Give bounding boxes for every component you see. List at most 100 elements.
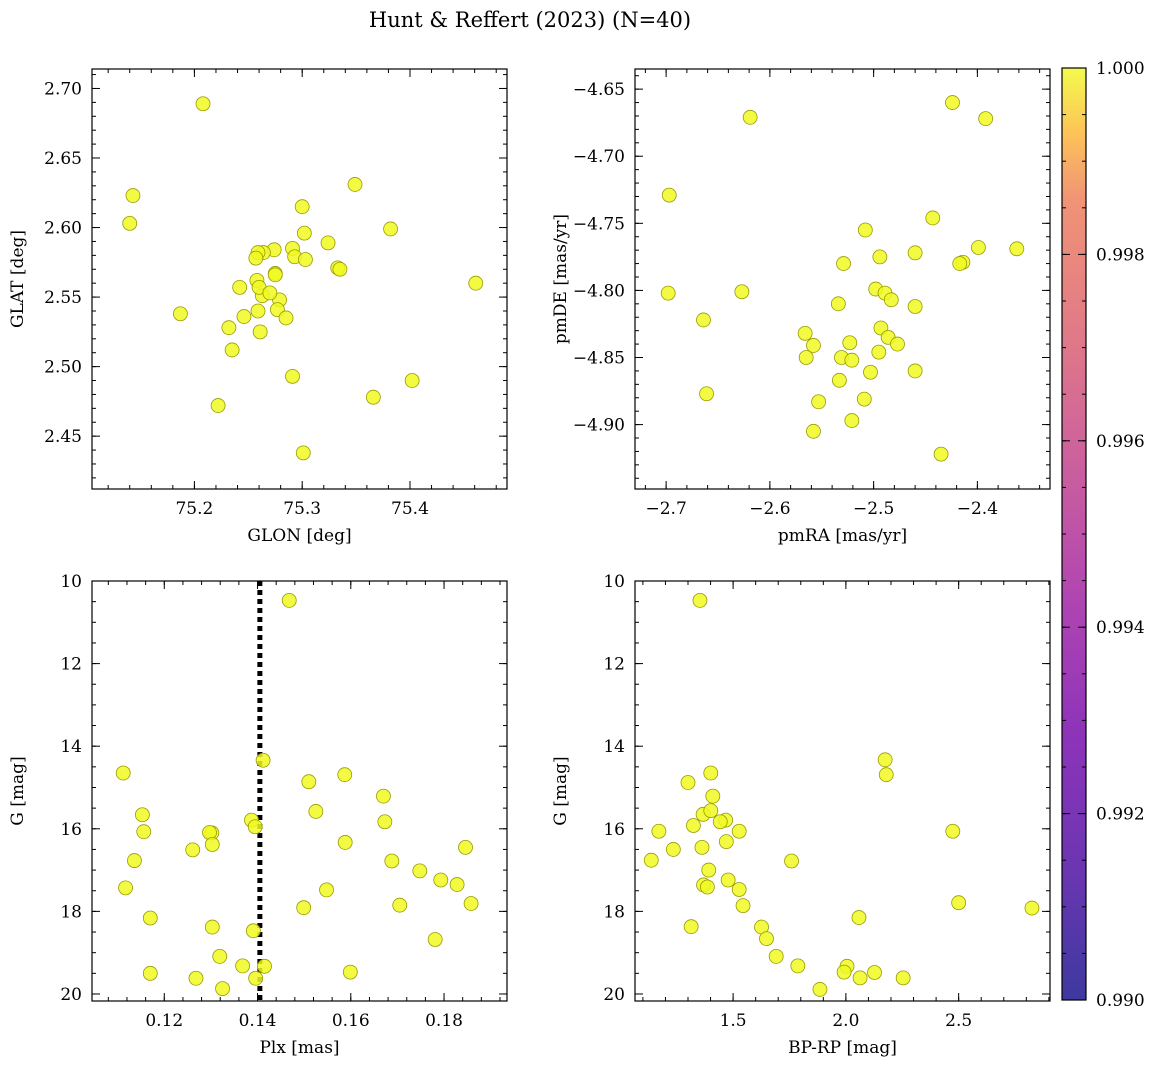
data-point bbox=[734, 284, 750, 300]
data-point bbox=[185, 842, 201, 858]
data-point bbox=[686, 818, 701, 833]
x-tick-label: −2.7 bbox=[645, 499, 686, 519]
data-point bbox=[433, 872, 449, 888]
y-axis-label: GLAT [deg] bbox=[8, 230, 28, 328]
data-point bbox=[281, 593, 297, 608]
data-point bbox=[232, 279, 248, 295]
y-tick-label: 2.65 bbox=[44, 149, 82, 169]
x-tick-label: 2.0 bbox=[832, 1011, 859, 1031]
data-point bbox=[463, 896, 479, 911]
x-tick-label: 0.16 bbox=[332, 1011, 370, 1031]
data-point bbox=[768, 948, 784, 964]
data-point bbox=[945, 95, 960, 110]
data-point bbox=[278, 310, 294, 326]
data-point bbox=[890, 336, 905, 352]
data-point bbox=[742, 109, 758, 125]
y-tick-label: 12 bbox=[603, 655, 625, 675]
axes-frame bbox=[634, 68, 1051, 490]
data-point bbox=[812, 982, 828, 997]
scatter-panels: 75.2 75.3 75.4 2.45 2.50 2.55 2.60 2.65 2.70 GLON… bbox=[8, 68, 1051, 1058]
data-point bbox=[842, 335, 858, 351]
data-point bbox=[699, 879, 715, 895]
data-point bbox=[720, 872, 736, 888]
data-point bbox=[790, 958, 806, 974]
data-point bbox=[731, 882, 747, 897]
data-point bbox=[759, 931, 774, 947]
data-point bbox=[694, 839, 710, 855]
y-tick-label: 2.55 bbox=[44, 288, 82, 308]
data-point bbox=[188, 970, 204, 986]
data-point bbox=[857, 222, 873, 238]
data-point bbox=[250, 303, 266, 319]
data-point bbox=[797, 325, 813, 341]
data-point bbox=[221, 320, 237, 336]
axes-frame bbox=[634, 580, 1051, 1002]
x-tick-label: 75.4 bbox=[391, 499, 429, 519]
y-tick-label: 18 bbox=[60, 902, 82, 922]
y-tick-label: 2.45 bbox=[44, 427, 82, 447]
colorbar-tick-label: 0.992 bbox=[1096, 805, 1145, 825]
data-point bbox=[210, 398, 226, 413]
y-tick-label: 10 bbox=[603, 572, 625, 592]
data-point bbox=[883, 292, 899, 308]
data-point bbox=[248, 970, 264, 986]
data-point bbox=[699, 386, 714, 402]
y-tick-label: 16 bbox=[603, 820, 625, 840]
data-point bbox=[142, 910, 158, 926]
data-point bbox=[945, 823, 961, 839]
data-point bbox=[298, 252, 313, 267]
data-point bbox=[136, 824, 152, 840]
data-point bbox=[852, 970, 868, 986]
colorbar-tick-label: 0.990 bbox=[1096, 991, 1145, 1011]
data-point bbox=[285, 368, 300, 384]
data-point bbox=[247, 819, 263, 835]
data-point bbox=[115, 765, 131, 781]
x-tick-label: 2.5 bbox=[945, 1011, 972, 1031]
data-point bbox=[661, 187, 677, 203]
panel-p3: 0.12 0.14 0.16 0.18 10 12 14 16 18 20 Plx [mas] G [… bbox=[8, 572, 508, 1058]
data-point bbox=[204, 919, 220, 935]
x-tick-label: 0.14 bbox=[239, 1011, 277, 1031]
data-point bbox=[427, 932, 443, 947]
y-tick-label: 14 bbox=[60, 737, 82, 757]
data-point bbox=[384, 853, 400, 869]
colorbar-tick-label: 0.994 bbox=[1096, 618, 1145, 638]
data-point bbox=[301, 774, 317, 790]
data-point bbox=[978, 111, 994, 127]
x-tick-label: 75.2 bbox=[175, 499, 213, 519]
data-point bbox=[836, 964, 852, 980]
data-point bbox=[856, 391, 872, 407]
axes-frame bbox=[91, 580, 508, 1002]
axes-frame bbox=[91, 68, 508, 490]
y-tick-label: 2.50 bbox=[44, 358, 82, 378]
data-point bbox=[262, 285, 278, 301]
x-axis-label: BP-RP [mag] bbox=[788, 1038, 897, 1058]
y-tick-label: −4.65 bbox=[573, 80, 625, 100]
data-point bbox=[320, 235, 336, 251]
data-point bbox=[267, 267, 283, 283]
data-point bbox=[337, 767, 353, 783]
data-point bbox=[458, 839, 473, 855]
x-axis-label: Plx [mas] bbox=[259, 1038, 339, 1058]
data-point bbox=[877, 752, 893, 768]
data-point bbox=[468, 275, 484, 291]
y-tick-label: 12 bbox=[60, 655, 82, 675]
data-point bbox=[365, 389, 381, 405]
data-point bbox=[660, 285, 676, 301]
y-tick-label: 2.70 bbox=[44, 79, 82, 99]
data-point bbox=[235, 958, 251, 974]
data-point bbox=[347, 177, 363, 192]
data-point bbox=[806, 423, 821, 439]
data-point bbox=[830, 296, 846, 312]
data-point bbox=[412, 863, 428, 879]
x-tick-label: 1.5 bbox=[720, 1011, 747, 1031]
colorbar-tick-label: 0.996 bbox=[1096, 432, 1145, 452]
data-point bbox=[831, 372, 847, 388]
data-point bbox=[844, 413, 860, 428]
data-point bbox=[735, 898, 751, 914]
data-point bbox=[806, 338, 821, 353]
data-point bbox=[252, 324, 268, 340]
data-point bbox=[933, 446, 949, 462]
y-tick-label: −4.80 bbox=[573, 281, 625, 301]
